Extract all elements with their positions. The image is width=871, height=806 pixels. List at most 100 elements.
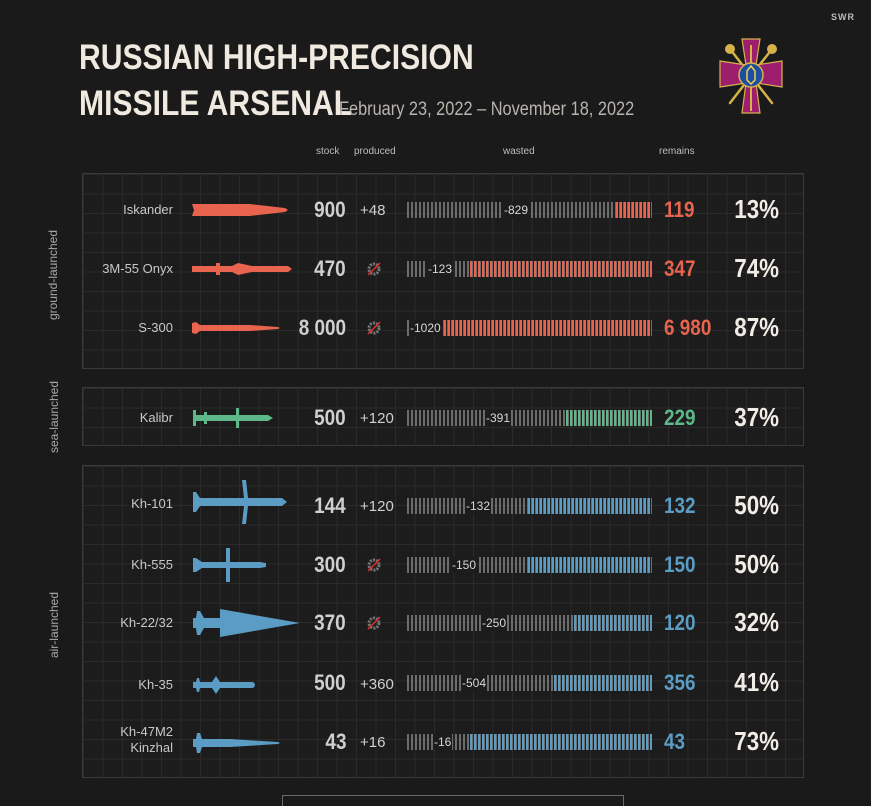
kh35-missile-icon: [193, 676, 255, 694]
remains-bar: [616, 202, 652, 218]
produced-value: +120: [360, 498, 394, 515]
remains-value: 6 980: [664, 315, 712, 340]
wasted-bar: -391: [407, 410, 652, 426]
remains-value: 120: [664, 610, 696, 635]
table-row: Kh-101 144 +120 -132 132 50%: [0, 480, 871, 526]
remains-percent: 87%: [734, 312, 779, 342]
stock-value: 470: [314, 256, 346, 281]
missile-name: S-300: [138, 320, 173, 335]
kh555-missile-icon: [193, 548, 266, 582]
remains-percent: 50%: [734, 490, 779, 520]
no-production-gear-icon: [367, 262, 381, 276]
iskander-missile-icon: [192, 204, 288, 216]
wasted-bar: -1020: [407, 320, 652, 336]
missile-name-line2: Kinzhal: [130, 740, 173, 755]
table-row: Kh-555 300 -150 150 50%: [0, 545, 871, 585]
missile-name: Kh-47M2 Kinzhal: [120, 724, 173, 756]
stock-value: 144: [314, 493, 346, 518]
missile-name: Kh-555: [131, 557, 173, 572]
column-header-remains: remains: [659, 146, 695, 157]
produced-value: +48: [360, 202, 386, 219]
remains-value: 347: [664, 256, 696, 281]
onyx-missile-icon: [192, 263, 292, 275]
emblem-icon: [719, 38, 783, 114]
missile-name: Kalibr: [139, 410, 173, 425]
produced-value: +360: [360, 676, 394, 693]
column-header-stock: stock: [316, 146, 340, 157]
missile-name: Kh-101: [131, 496, 173, 511]
table-row: Kh-22/32 370 -250 120 32%: [0, 603, 871, 643]
date-range: February 23, 2022 – November 18, 2022: [339, 99, 635, 120]
remains-value: 229: [664, 405, 696, 430]
table-row: Iskander 900 +48 -829 119 13%: [0, 190, 871, 230]
no-production-gear-icon: [367, 321, 381, 335]
remains-bar: [444, 320, 652, 336]
wasted-value: -504: [461, 675, 488, 691]
column-header-produced: produced: [354, 146, 396, 157]
wasted-value: -829: [503, 202, 530, 218]
remains-bar: [528, 557, 652, 573]
wasted-value: -391: [485, 410, 512, 426]
stock-value: 43: [324, 729, 346, 754]
remains-percent: 32%: [734, 607, 779, 637]
wasted-value: -150: [451, 557, 478, 573]
remains-percent: 37%: [734, 402, 779, 432]
no-production-gear-icon: [367, 616, 381, 630]
produced-value: +120: [360, 410, 394, 427]
remains-value: 150: [664, 552, 696, 577]
remains-percent: 41%: [734, 667, 779, 697]
kh22-missile-icon: [193, 609, 300, 637]
remains-percent: 74%: [734, 253, 779, 283]
remains-bar: [566, 410, 652, 426]
remains-percent: 50%: [734, 549, 779, 579]
page-title-line2: MISSILE ARSENAL: [79, 84, 353, 123]
kinzhal-missile-icon: [193, 733, 280, 753]
remains-bar: [554, 675, 652, 691]
missile-name: 3M-55 Onyx: [102, 261, 173, 276]
table-row: S-300 8 000 -1020 6 980 87%: [0, 308, 871, 348]
wasted-value: -132: [465, 498, 492, 514]
missile-name: Kh-22/32: [120, 615, 173, 630]
kalibr-missile-icon: [193, 408, 273, 428]
no-production-gear-icon: [367, 558, 381, 572]
table-row: 3M-55 Onyx 470 -123 347 74%: [0, 249, 871, 289]
remains-bar: [574, 615, 652, 631]
produced-value: +16: [360, 734, 386, 751]
bottom-frame: [282, 795, 624, 806]
wasted-bar: -504: [407, 675, 652, 691]
wasted-bar: -829: [407, 202, 652, 218]
remains-value: 356: [664, 670, 696, 695]
wasted-value: -123: [427, 261, 454, 277]
wasted-bar: -250: [407, 615, 652, 631]
remains-value: 43: [664, 729, 686, 754]
stock-value: 500: [314, 405, 346, 430]
stock-value: 300: [314, 552, 346, 577]
stock-value: 370: [314, 610, 346, 635]
remains-value: 132: [664, 493, 696, 518]
remains-percent: 73%: [734, 726, 779, 756]
stock-value: 900: [314, 197, 346, 222]
remains-percent: 13%: [734, 194, 779, 224]
table-row: Kh-47M2 Kinzhal 43 +16 -16 43 73%: [0, 722, 871, 762]
wasted-bar: -132: [407, 498, 652, 514]
kh101-missile-icon: [193, 480, 287, 524]
column-header-wasted: wasted: [503, 146, 535, 157]
remains-bar: [470, 734, 652, 750]
table-row: Kalibr 500 +120 -391 229 37%: [0, 398, 871, 438]
wasted-value: -250: [481, 615, 508, 631]
remains-value: 119: [664, 197, 695, 222]
s300-missile-icon: [192, 322, 280, 334]
table-row: Kh-35 500 +360 -504 356 41%: [0, 663, 871, 703]
stock-value: 500: [314, 670, 346, 695]
wasted-bar: -150: [407, 557, 652, 573]
wasted-value: -16: [433, 734, 453, 750]
missile-name: Iskander: [123, 202, 173, 217]
remains-bar: [470, 261, 652, 277]
wasted-bar: -16: [407, 734, 652, 750]
page-title-line1: RUSSIAN HIGH-PRECISION: [79, 38, 474, 77]
wasted-bar: -123: [407, 261, 652, 277]
missile-name-line1: Kh-47M2: [120, 724, 173, 739]
missile-name: Kh-35: [138, 677, 173, 692]
stock-value: 8 000: [298, 315, 346, 340]
brand-logo: SWR: [831, 12, 855, 22]
